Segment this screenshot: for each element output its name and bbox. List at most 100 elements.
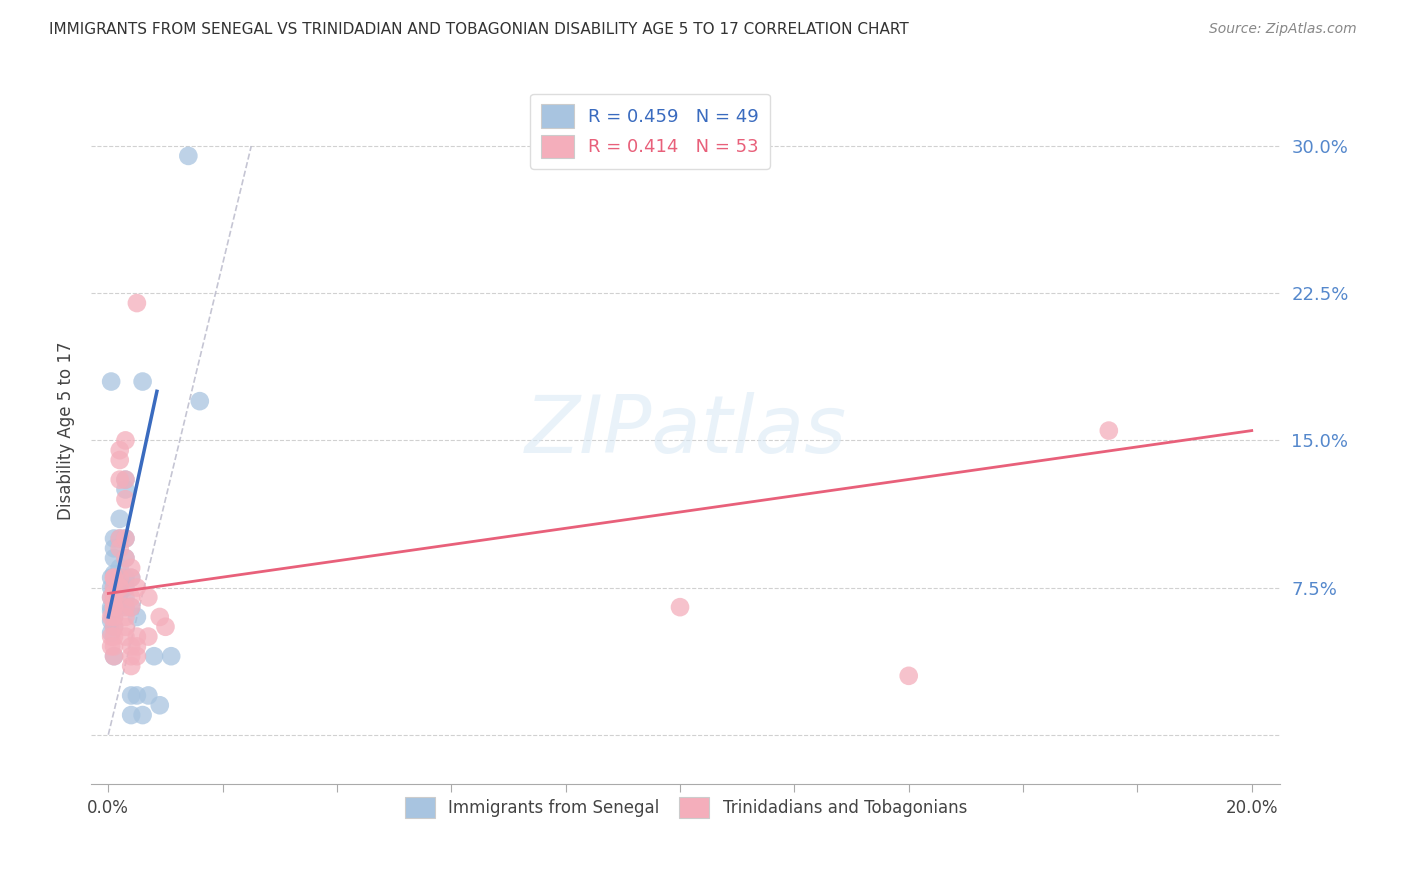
Point [120, 659, 142, 673]
Point [120, 708, 142, 723]
Point [114, 610, 136, 624]
Point [149, 610, 172, 624]
Point [108, 473, 131, 487]
Point [114, 591, 136, 605]
Point [131, 708, 153, 723]
Text: ZIPatlas: ZIPatlas [524, 392, 846, 469]
Point [897, 669, 920, 683]
Point [177, 149, 200, 163]
Point [103, 586, 125, 600]
Point [120, 649, 142, 664]
Point [100, 614, 122, 628]
Point [120, 571, 142, 585]
Point [103, 594, 125, 608]
Point [125, 640, 148, 654]
Point [114, 551, 136, 566]
Point [188, 394, 211, 409]
Point [103, 571, 125, 585]
Point [114, 434, 136, 448]
Point [103, 551, 125, 566]
Point [125, 581, 148, 595]
Point [103, 586, 125, 600]
Point [114, 581, 136, 595]
Point [103, 594, 125, 608]
Point [103, 566, 125, 581]
Point [103, 600, 125, 615]
Point [108, 581, 131, 595]
Point [100, 375, 122, 389]
Point [120, 600, 142, 615]
Point [114, 551, 136, 566]
Point [125, 630, 148, 644]
Point [105, 600, 128, 615]
Point [103, 594, 125, 608]
Point [114, 600, 136, 615]
Point [120, 561, 142, 575]
Point [103, 581, 125, 595]
Point [114, 473, 136, 487]
Point [108, 574, 131, 589]
Point [125, 610, 148, 624]
Point [1098, 424, 1121, 438]
Point [114, 473, 136, 487]
Point [114, 620, 136, 634]
Point [108, 512, 131, 526]
Point [143, 649, 166, 664]
Point [100, 625, 122, 640]
Point [103, 649, 125, 664]
Point [100, 600, 122, 615]
Point [160, 649, 183, 664]
Point [100, 581, 122, 595]
Point [100, 591, 122, 605]
Point [100, 604, 122, 618]
Point [120, 571, 142, 585]
Text: IMMIGRANTS FROM SENEGAL VS TRINIDADIAN AND TOBAGONIAN DISABILITY AGE 5 TO 17 COR: IMMIGRANTS FROM SENEGAL VS TRINIDADIAN A… [49, 22, 908, 37]
Point [114, 532, 136, 546]
Point [114, 600, 136, 615]
Point [103, 610, 125, 624]
Point [103, 532, 125, 546]
Legend: Immigrants from Senegal, Trinidadians and Tobagonians: Immigrants from Senegal, Trinidadians an… [398, 790, 973, 825]
Point [108, 443, 131, 458]
Point [103, 649, 125, 664]
Point [100, 630, 122, 644]
Point [103, 640, 125, 654]
Point [120, 689, 142, 703]
Point [108, 453, 131, 467]
Point [114, 492, 136, 507]
Text: Source: ZipAtlas.com: Source: ZipAtlas.com [1209, 22, 1357, 37]
Point [125, 689, 148, 703]
Point [103, 620, 125, 634]
Point [108, 581, 131, 595]
Point [103, 591, 125, 605]
Point [103, 600, 125, 615]
Point [105, 574, 128, 589]
Point [136, 689, 159, 703]
Point [136, 591, 159, 605]
Point [100, 640, 122, 654]
Point [108, 571, 131, 585]
Point [108, 541, 131, 556]
Point [114, 483, 136, 497]
Point [114, 630, 136, 644]
Point [108, 532, 131, 546]
Point [155, 620, 177, 634]
Point [108, 561, 131, 575]
Point [103, 610, 125, 624]
Point [125, 649, 148, 664]
Point [120, 591, 142, 605]
Point [149, 698, 172, 713]
Point [103, 571, 125, 585]
Point [120, 600, 142, 615]
Point [103, 581, 125, 595]
Point [100, 591, 122, 605]
Point [136, 630, 159, 644]
Point [131, 375, 153, 389]
Point [103, 586, 125, 600]
Point [120, 640, 142, 654]
Point [100, 571, 122, 585]
Point [108, 586, 131, 600]
Point [114, 532, 136, 546]
Point [125, 296, 148, 310]
Point [103, 620, 125, 634]
